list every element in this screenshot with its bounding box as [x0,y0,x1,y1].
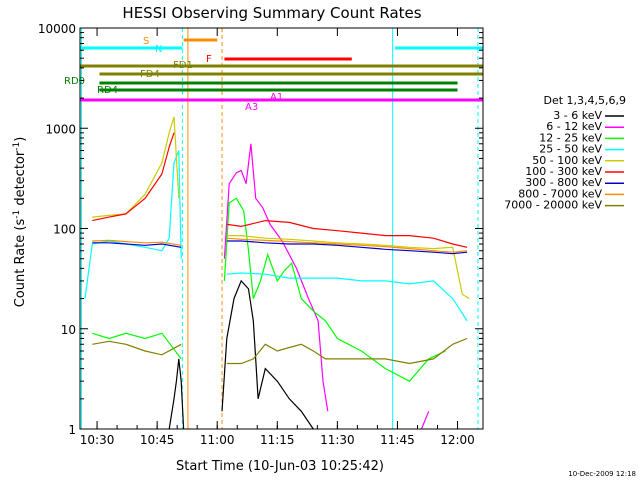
series-line [92,239,182,246]
series-line [92,340,182,356]
x-tick-label: 11:00 [200,433,235,447]
series-line [92,116,180,218]
y-axis-label-sup: -1 [12,210,22,219]
plot-layer: SN F FD1 FD4 RD0 RD4 A1 A3 10:30 10:45 11:00 11:15 1… [38,22,483,447]
series-line [84,150,182,299]
x-tick-label: 11:45 [380,433,415,447]
flag-label-n: N [155,44,162,55]
footer-timestamp: 10-Dec-2009 12:18 [568,470,636,478]
x-axis-label: Start Time (10-Jun-03 10:25:42) [176,459,384,474]
legend-label: 6 - 12 keV [546,120,602,133]
chart-title: HESSI Observing Summary Count Rates [122,4,421,22]
legend-label: 25 - 50 keV [539,143,602,156]
x-tick-label: 12:00 [440,433,475,447]
y-tick-label: 1 [68,423,76,437]
legend-label: 50 - 100 keV [532,154,602,167]
series-line [92,132,175,222]
series-line [226,219,468,248]
plot-frame [79,27,484,430]
series-line [168,358,185,430]
y-tick-label: 100 [53,223,76,237]
flag-label-rd4: RD4 [97,85,118,96]
series-line [92,242,182,248]
y-axis-label: Count Rate (s-1 detector-1) [12,137,28,308]
y-tick-label: 10000 [38,22,76,36]
legend-label: 3 - 6 keV [553,109,602,122]
y-axis-label-part: ) [13,137,28,142]
flag-label-f: F [206,54,212,65]
series-line [226,272,468,322]
svg-text:Count Rate (s-1 detector-1): Count Rate (s-1 detector-1) [12,137,28,308]
legend-label: 7000 - 20000 keV [504,199,602,212]
series-line [226,235,470,300]
flag-label-a1: A1 [270,92,283,103]
x-tick-label: 11:15 [260,433,295,447]
y-axis-label-part: detector [13,150,28,210]
series-line [420,411,430,430]
legend-title: Det 1,3,4,5,6,9 [543,94,626,107]
y-tick-label: 1000 [45,122,76,136]
series-line [221,279,314,430]
series-line [226,237,468,253]
flag-label-s: S [143,36,149,47]
y-axis-label-sup: -1 [12,142,22,151]
legend-label: 300 - 800 keV [525,176,602,189]
flag-label-rd0: RD0 [64,76,85,87]
legend-label: 100 - 300 keV [525,165,602,178]
series-line [226,240,468,255]
x-tick-label: 10:30 [80,433,115,447]
flag-label-fd4: FD4 [140,69,160,80]
series-line [223,143,329,412]
flag-label-a3: A3 [245,102,258,113]
y-tick-label: 10 [61,323,76,337]
y-axis-label-part: Count Rate (s [13,219,28,308]
x-tick-label: 10:45 [140,433,175,447]
series-line [223,197,446,382]
series-line [92,332,182,360]
legend-label: 800 - 7000 keV [518,187,602,200]
series-line [226,337,468,365]
flag-label-fd1: FD1 [173,60,193,71]
legend-label: 12 - 25 keV [539,131,602,144]
x-tick-label: 11:30 [320,433,355,447]
